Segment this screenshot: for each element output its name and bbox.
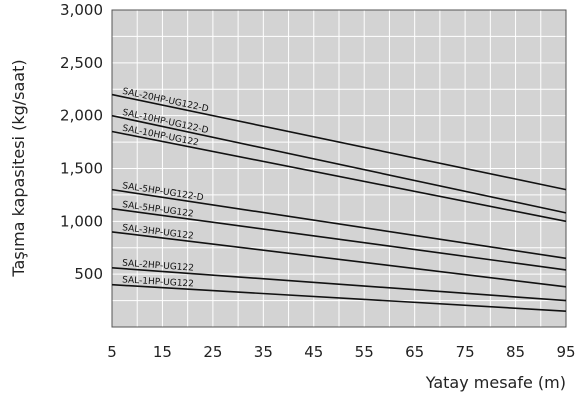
x-tick-label: 85 [506,343,525,361]
x-tick-label: 15 [153,343,172,361]
series-line [111,207,567,271]
series-lines [111,93,567,312]
grid-lines [112,10,566,327]
y-tick-labels: 500 1,000 1,500 2,000 2,500 3,000 [60,1,103,283]
x-tick-labels: 5 15 25 35 45 55 65 75 85 95 [107,343,575,361]
series-line [111,231,567,288]
series-line [111,130,567,223]
x-tick-label: 25 [203,343,222,361]
y-tick-label: 2,500 [60,54,103,72]
x-axis-title: Yatay mesafe (m) [425,373,566,392]
x-tick-label: 75 [456,343,475,361]
y-tick-label: 1,000 [60,212,103,230]
y-tick-label: 1,500 [60,160,103,178]
x-tick-label: 95 [556,343,575,361]
x-tick-label: 45 [304,343,323,361]
series-line [111,114,567,214]
x-tick-label: 55 [355,343,374,361]
series-label: SAL-1HP-UG122 [122,275,194,289]
series-line [111,267,567,302]
series-line [111,93,567,191]
y-axis-title: Taşıma kapasitesi (kg/saat) [9,59,28,277]
plot-border [111,9,567,328]
series-line [111,283,567,312]
x-tick-label: 35 [254,343,273,361]
x-tick-label: 5 [107,343,117,361]
y-tick-label: 3,000 [60,1,103,19]
y-tick-label: 500 [74,265,103,283]
series-line [111,188,567,260]
x-tick-label: 65 [405,343,424,361]
y-tick-label: 2,000 [60,107,103,125]
